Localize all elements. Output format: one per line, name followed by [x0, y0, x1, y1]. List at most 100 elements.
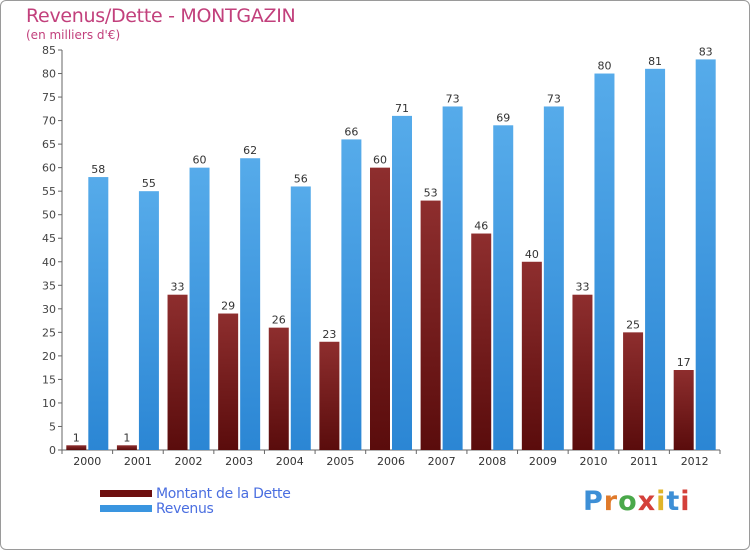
- logo-letter: r: [603, 486, 619, 517]
- y-tick-label: 60: [42, 162, 56, 175]
- x-tick-label: 2012: [681, 455, 709, 468]
- data-label: 73: [446, 92, 460, 105]
- logo-letter: o: [618, 486, 638, 517]
- logo-letter: i: [656, 486, 667, 517]
- data-label: 80: [597, 60, 611, 73]
- bar-revenus: [645, 68, 666, 450]
- y-tick-label: 25: [42, 326, 56, 339]
- y-tick-label: 10: [42, 397, 56, 410]
- y-tick-label: 5: [49, 420, 56, 433]
- data-label: 81: [648, 55, 662, 68]
- bar-dette: [471, 233, 492, 450]
- x-tick-label: 2006: [377, 455, 405, 468]
- y-tick-label: 30: [42, 303, 56, 316]
- bar-revenus: [442, 106, 463, 451]
- data-label: 1: [123, 431, 130, 444]
- data-label: 46: [474, 220, 488, 233]
- logo-letter: P: [583, 486, 604, 517]
- bar-dette: [268, 327, 289, 450]
- data-label: 17: [677, 356, 691, 369]
- data-label: 62: [243, 144, 257, 157]
- y-tick-label: 75: [42, 91, 56, 104]
- bars: [66, 59, 716, 451]
- data-label: 58: [91, 163, 105, 176]
- bar-revenus: [695, 59, 716, 450]
- y-tick-label: 45: [42, 232, 56, 245]
- bar-dette: [420, 200, 441, 450]
- y-tick-label: 15: [42, 373, 56, 386]
- bar-revenus: [189, 167, 210, 450]
- data-label: 69: [496, 111, 510, 124]
- proxiti-logo: Proxiti: [583, 486, 691, 517]
- logo-letter: t: [666, 486, 681, 517]
- bar-dette: [623, 332, 644, 450]
- bar-revenus: [543, 106, 564, 451]
- bar-dette: [572, 294, 593, 450]
- logo-letter: i: [680, 486, 691, 517]
- data-label: 40: [525, 248, 539, 261]
- data-label: 1: [73, 431, 80, 444]
- bar-revenus: [240, 158, 261, 450]
- y-tick-label: 40: [42, 256, 56, 269]
- bar-revenus: [290, 186, 311, 450]
- bar-dette: [116, 445, 137, 450]
- data-label: 56: [294, 172, 308, 185]
- data-label: 25: [626, 318, 640, 331]
- x-tick-label: 2002: [175, 455, 203, 468]
- x-tick-label: 2005: [326, 455, 354, 468]
- data-label: 55: [142, 177, 156, 190]
- bar-dette: [673, 370, 694, 450]
- bar-revenus: [341, 139, 362, 451]
- bar-dette: [167, 294, 188, 450]
- logo-letter: x: [637, 486, 657, 517]
- legend-item-revenus: Revenus: [100, 500, 291, 517]
- legend: Montant de la Dette Revenus: [100, 485, 291, 517]
- data-label: 60: [373, 154, 387, 167]
- y-tick-label: 70: [42, 115, 56, 128]
- data-label: 60: [193, 154, 207, 167]
- bar-dette: [66, 445, 87, 450]
- bar-revenus: [594, 73, 615, 450]
- x-tick-label: 2009: [529, 455, 557, 468]
- data-label: 33: [171, 281, 185, 294]
- x-tick-label: 2008: [478, 455, 506, 468]
- x-tick-label: 2010: [579, 455, 607, 468]
- data-label: 23: [322, 328, 336, 341]
- y-tick-label: 85: [42, 44, 56, 57]
- legend-label-dette: Montant de la Dette: [156, 485, 291, 502]
- x-tick-label: 2003: [225, 455, 253, 468]
- y-tick-label: 80: [42, 68, 56, 81]
- y-tick-label: 0: [49, 444, 56, 457]
- chart-subtitle: (en milliers d'€): [26, 28, 121, 42]
- value-labels: 1 58 1 55 33 60 29 62 26 56 23 66 60 71 53 73 46 69 40 73 33…: [73, 45, 713, 444]
- legend-label-revenus: Revenus: [156, 500, 214, 517]
- x-tick-label: 2011: [630, 455, 658, 468]
- bar-revenus: [138, 191, 159, 451]
- legend-item-dette: Montant de la Dette: [100, 485, 291, 502]
- data-label: 29: [221, 300, 235, 313]
- axes: 0 5 10 15 20 25 30 35 40 45 50 55 60 65 70 75 80 85 2000 20…: [42, 44, 721, 468]
- legend-swatch-dette: [100, 490, 152, 497]
- x-tick-label: 2000: [73, 455, 101, 468]
- data-label: 73: [547, 92, 561, 105]
- data-label: 33: [575, 281, 589, 294]
- bar-revenus: [88, 177, 109, 450]
- x-tick-label: 2004: [276, 455, 304, 468]
- bar-dette: [218, 313, 239, 450]
- bar-revenus: [392, 115, 412, 450]
- y-tick-label: 55: [42, 185, 56, 198]
- data-label: 53: [424, 187, 438, 200]
- x-tick-label: 2001: [124, 455, 152, 468]
- y-tick-label: 50: [42, 209, 56, 222]
- chart-title: Revenus/Dette - MONTGAZIN: [26, 5, 296, 27]
- x-tick-label: 2007: [428, 455, 456, 468]
- bar-dette: [319, 341, 340, 450]
- y-tick-label: 65: [42, 138, 56, 151]
- data-label: 83: [699, 45, 713, 58]
- bar-dette: [370, 167, 390, 450]
- data-label: 66: [344, 125, 358, 138]
- bar-revenus: [493, 125, 514, 450]
- y-tick-label: 20: [42, 350, 56, 363]
- data-label: 26: [272, 314, 286, 327]
